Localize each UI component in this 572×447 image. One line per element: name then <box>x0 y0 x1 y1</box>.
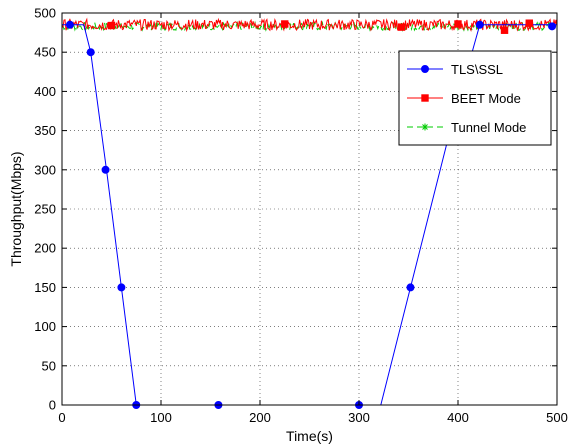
data-point-1 <box>397 23 406 31</box>
data-point-0 <box>548 22 557 31</box>
star-stroke <box>422 124 428 130</box>
y-axis-label: Throughput(Mbps) <box>8 151 24 266</box>
data-point-0 <box>65 20 74 29</box>
x-tick-label: 0 <box>58 410 65 425</box>
x-axis-label: Time(s) <box>286 428 333 444</box>
legend: TLS\SSL BEET Mode Tunnel Mode <box>398 50 552 146</box>
data-point-0 <box>101 165 110 174</box>
series-line-1 <box>61 17 558 33</box>
y-tick-label: 100 <box>34 319 56 334</box>
legend-label-2: Tunnel Mode <box>451 120 526 135</box>
x-tick-label: 400 <box>447 410 469 425</box>
y-tick-label: 300 <box>34 162 56 177</box>
y-tick-label: 500 <box>34 6 56 21</box>
legend-label-1: BEET Mode <box>451 91 521 106</box>
axis-ticks: 0 100 200 300 400 500 0 50 100 150 200 250 300 350 400… <box>34 6 568 426</box>
legend-marker-2 <box>421 123 429 131</box>
data-point-1 <box>500 26 509 34</box>
data-point-0 <box>475 20 484 29</box>
y-tick-label: 350 <box>34 123 56 138</box>
x-tick-label: 200 <box>249 410 271 425</box>
x-tick-label: 500 <box>546 410 568 425</box>
y-tick-label: 250 <box>34 202 56 217</box>
data-point-0 <box>406 283 415 292</box>
legend-marker-1 <box>421 94 429 102</box>
y-tick-label: 50 <box>42 358 56 373</box>
series-line-2 <box>61 20 558 33</box>
data-point-0 <box>86 48 95 57</box>
data-point-1 <box>107 21 116 30</box>
y-tick-label: 200 <box>34 241 56 256</box>
data-point-1 <box>281 20 289 28</box>
y-tick-label: 450 <box>34 45 56 60</box>
data-point-1 <box>454 20 462 28</box>
y-tick-label: 400 <box>34 84 56 99</box>
data-point-0 <box>117 283 126 292</box>
legend-label-0: TLS\SSL <box>451 62 503 77</box>
x-tick-label: 100 <box>150 410 172 425</box>
x-tick-label: 300 <box>348 410 370 425</box>
y-tick-label: 0 <box>49 398 56 413</box>
y-tick-label: 150 <box>34 280 56 295</box>
data-point-1 <box>525 19 533 27</box>
legend-marker-0 <box>421 65 429 73</box>
